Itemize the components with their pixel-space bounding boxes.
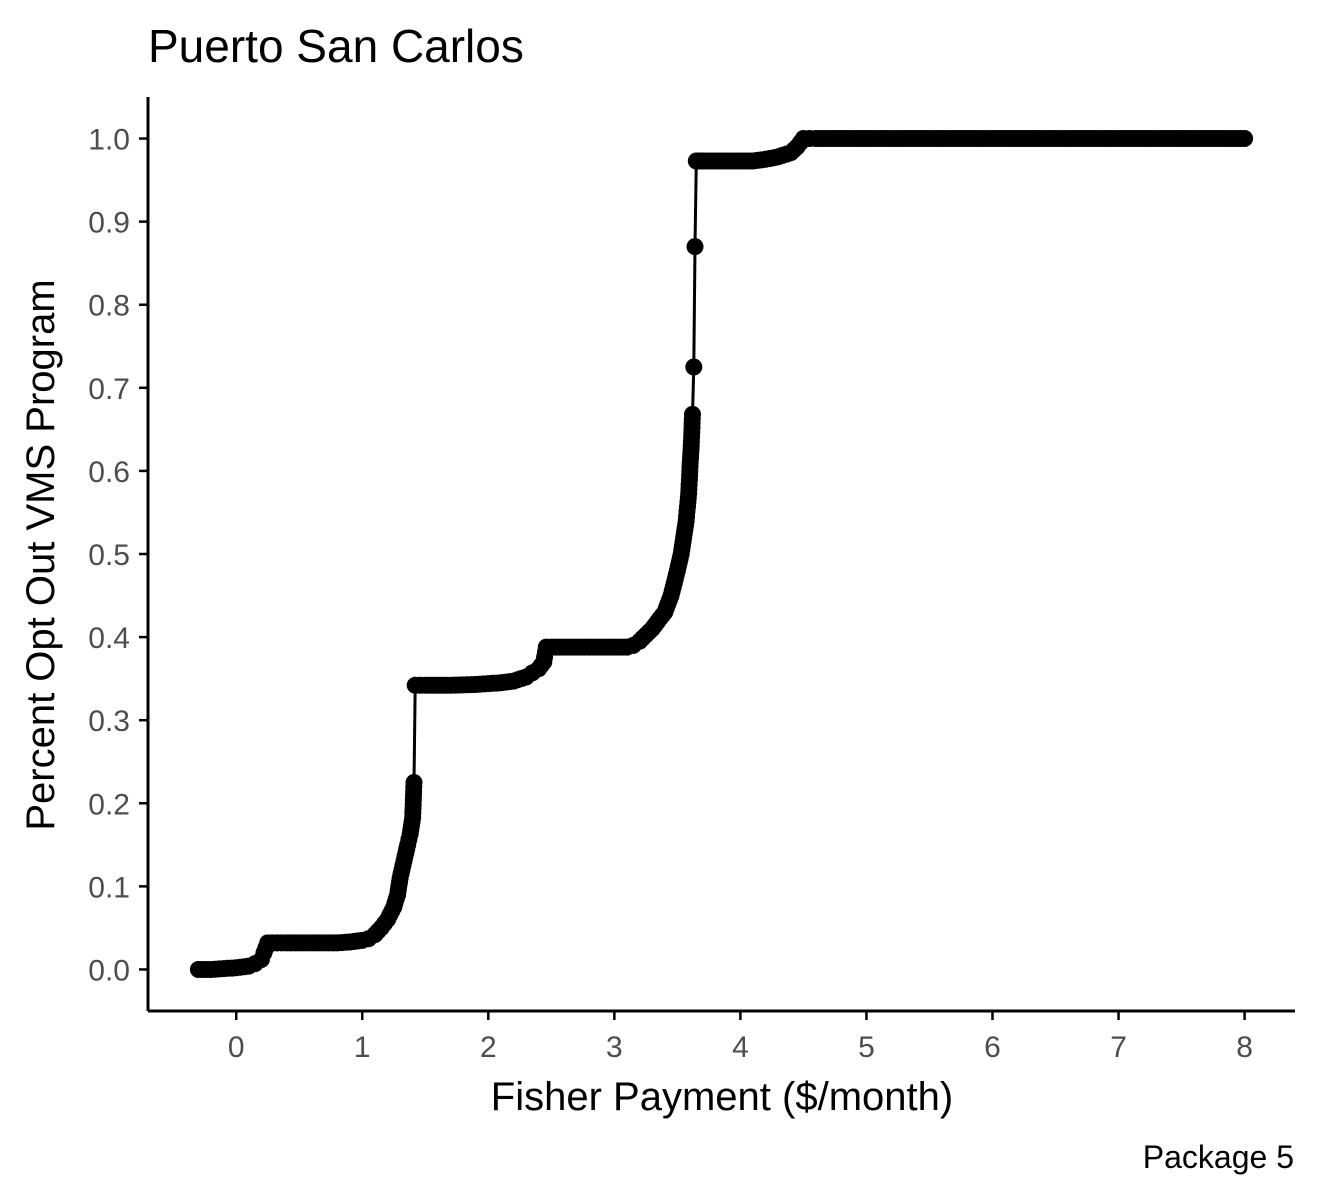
y-tick-label: 0.4 — [88, 622, 130, 655]
x-tick-label: 3 — [606, 1031, 623, 1064]
x-tick-label: 7 — [1110, 1031, 1127, 1064]
y-tick-label: 0.3 — [88, 705, 130, 738]
x-tick-label: 1 — [354, 1031, 371, 1064]
x-tick-label: 5 — [858, 1031, 875, 1064]
x-tick-label: 8 — [1236, 1031, 1253, 1064]
y-axis-title: Percent Opt Out VMS Program — [19, 279, 63, 830]
y-tick-label: 0.5 — [88, 539, 130, 572]
data-point — [405, 774, 423, 791]
y-tick-label: 0.1 — [88, 871, 130, 904]
y-axis-ticks: 0.0 0.1 0.2 0.3 0.4 0.5 0.6 0.7 0.8 0.9 1.0 — [88, 124, 148, 987]
y-tick-label: 0.8 — [88, 290, 130, 323]
series-layer — [189, 130, 1254, 978]
y-tick-label: 0.6 — [88, 456, 130, 489]
chart-caption: Package 5 — [1143, 1139, 1294, 1175]
data-point — [686, 238, 704, 256]
x-tick-label: 4 — [732, 1031, 749, 1064]
x-axis-ticks: 0 1 2 3 4 5 6 7 8 — [228, 1011, 1253, 1064]
y-tick-label: 0.2 — [88, 788, 130, 821]
series-line — [198, 137, 1245, 971]
y-tick-label: 0.9 — [88, 207, 130, 240]
series-points — [189, 130, 1254, 978]
x-tick-label: 6 — [984, 1031, 1001, 1064]
data-point — [685, 358, 703, 376]
y-tick-label: 0.0 — [88, 954, 130, 987]
x-tick-label: 2 — [480, 1031, 497, 1064]
y-tick-label: 1.0 — [88, 124, 130, 157]
data-point — [1236, 130, 1254, 147]
chart-title: Puerto San Carlos — [148, 20, 524, 72]
y-tick-label: 0.7 — [88, 373, 130, 406]
x-tick-label: 0 — [228, 1031, 245, 1064]
data-point — [684, 405, 701, 423]
x-axis-title: Fisher Payment ($/month) — [491, 1075, 953, 1119]
